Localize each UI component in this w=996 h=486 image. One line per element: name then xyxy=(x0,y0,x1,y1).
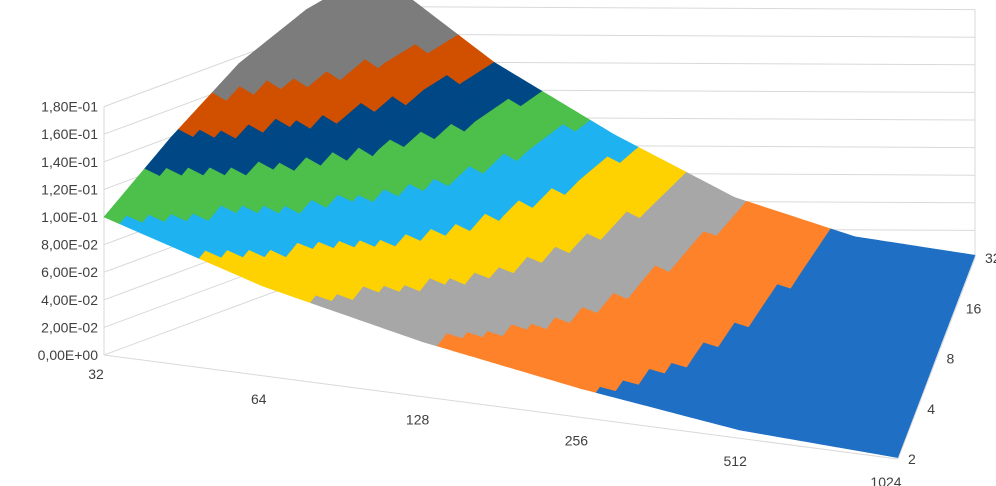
z-tick-label: 8,00E-02 xyxy=(41,237,98,253)
x-tick-label: 64 xyxy=(251,391,267,407)
z-tick-label: 1,80E-01 xyxy=(41,99,98,115)
z-tick-label: 2,00E-02 xyxy=(41,319,98,335)
z-tick-label: 1,00E-01 xyxy=(41,209,98,225)
z-tick-label: 1,20E-01 xyxy=(41,181,98,197)
x-tick-label: 512 xyxy=(724,453,748,469)
depth-tick-label: 4 xyxy=(927,401,935,417)
surface-plot xyxy=(103,0,976,458)
z-tick-label: 1,60E-01 xyxy=(41,126,98,142)
axes xyxy=(103,257,976,460)
x-tick-label: 1024 xyxy=(870,474,901,486)
depth-tick-label: 8 xyxy=(947,351,955,367)
x-tick-label: 128 xyxy=(406,412,430,428)
depth-tick-label: 2 xyxy=(908,451,916,467)
depth-axis-line xyxy=(897,257,976,460)
z-tick-label: 4,00E-02 xyxy=(41,292,98,308)
surface-cell xyxy=(400,0,408,3)
z-tick-label: 1,40E-01 xyxy=(41,154,98,170)
x-tick-label: 256 xyxy=(565,432,589,448)
tick-labels: 0,00E+00 2,00E-02 4,00E-02 6,00E-02 8,00E-02… xyxy=(38,99,996,486)
depth-tick-label: 16 xyxy=(966,300,982,316)
depth-tick-label: 32 xyxy=(985,250,996,266)
x-tick-label: 32 xyxy=(88,366,104,382)
z-tick-label: 0,00E+00 xyxy=(38,347,99,363)
z-tick-label: 6,00E-02 xyxy=(41,264,98,280)
x-axis-line xyxy=(103,354,899,460)
